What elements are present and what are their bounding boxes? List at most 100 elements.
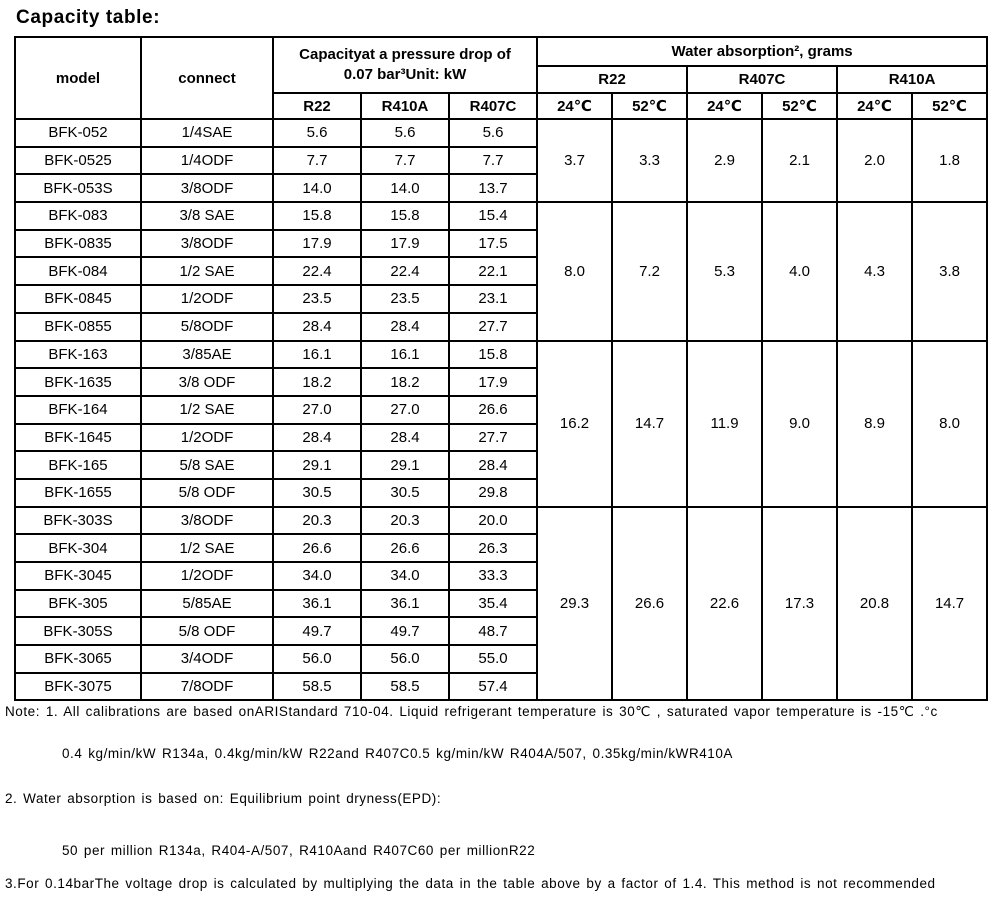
capacity-r410a-cell: 20.3 [360, 505, 450, 536]
water-absorption-cell: 8.0 [536, 201, 614, 342]
table-row: BFK-083 3/8 SAE 15.8 15.8 15.4 8.0 7.2 5.3 4.0 4.… [14, 201, 989, 342]
table-row: BFK-0525 1/4ODF 7.7 7.7 7.7 [14, 145, 987, 176]
page-title: Capacity table: [16, 7, 161, 28]
capacity-table-header: model connect Capacityat a pressure drop… [14, 36, 989, 120]
table-row: BFK-1655 5/8 ODF 30.5 30.5 29.8 [14, 477, 987, 508]
capacity-r410a-cell: 17.9 [360, 228, 450, 259]
capacity-r22-cell: 17.9 [272, 228, 362, 259]
table-row: BFK-1645 1/2ODF 28.4 28.4 27.7 [14, 422, 987, 453]
water-absorption-cell: 5.3 [686, 201, 764, 342]
capacity-r407c-cell: 17.9 [447, 367, 539, 397]
capacity-r22-cell: 28.4 [272, 422, 362, 453]
table-row: BFK-304 1/2 SAE 26.6 26.6 26.3 [14, 533, 987, 563]
table-row: BFK-3075 7/8ODF 58.5 58.5 57.4 [14, 671, 987, 702]
capacity-r410a-cell: 49.7 [360, 616, 450, 647]
capacity-r410a-cell: 58.5 [360, 671, 450, 702]
capacity-r22-cell: 15.8 [272, 201, 362, 231]
model-cell: BFK-052 [14, 118, 142, 148]
table-row: BFK-305 5/85AE 36.1 36.1 35.4 [14, 588, 987, 619]
water-absorption-cell: 2.9 [686, 117, 764, 204]
note-2-detail: 50 per million R134a, R404-A/507, R410Aa… [62, 843, 536, 858]
header-row-subcolumns: R22 R410A R407C 24℃ 52℃ 24℃ 52℃ 24℃ 52℃ [15, 92, 989, 120]
table-row: BFK-052 1/4SAE 5.6 5.6 5.6 3.7 3.3 2.9 2.1 2.0 1.8 [14, 117, 989, 204]
capacity-r407c-cell: 26.6 [447, 394, 539, 425]
capacity-r22-cell: 7.7 [272, 145, 362, 176]
capacity-r407c-cell: 5.6 [447, 118, 539, 148]
model-cell: BFK-1635 [14, 367, 142, 397]
temp-col-r22-52c: 52℃ [611, 92, 689, 120]
capacity-r407c-cell: 55.0 [447, 644, 539, 674]
model-cell: BFK-083 [14, 201, 142, 231]
table-row: BFK-053S 3/8ODF 14.0 14.0 13.7 [14, 173, 987, 204]
model-cell: BFK-053S [14, 173, 142, 204]
table-row: BFK-3065 3/4ODF 56.0 56.0 55.0 [14, 644, 987, 674]
capacity-r407c-cell: 28.4 [447, 450, 539, 480]
connect-cell: 5/8 ODF [140, 477, 274, 508]
capacity-r410a-cell: 28.4 [360, 311, 450, 342]
connect-cell: 3/8ODF [140, 505, 274, 536]
header-row-groups: model connect Capacityat a pressure drop… [14, 36, 989, 120]
water-absorption-cell: 7.2 [611, 201, 689, 342]
capacity-r22-cell: 27.0 [272, 394, 362, 425]
water-absorption-cell: 4.3 [836, 201, 914, 342]
capacity-col-r410a: R410A [360, 92, 450, 120]
model-cell: BFK-084 [14, 256, 142, 287]
model-cell: BFK-303S [14, 505, 142, 536]
water-group-r407c: R407C [686, 65, 839, 94]
water-absorption-cell: 4.0 [761, 201, 839, 342]
water-absorption-cell: 9.0 [761, 339, 839, 508]
capacity-r407c-cell: 33.3 [447, 561, 539, 591]
capacity-r22-cell: 56.0 [272, 644, 362, 674]
connect-cell: 7/8ODF [140, 671, 274, 702]
table-row: BFK-164 1/2 SAE 27.0 27.0 26.6 [14, 394, 987, 425]
capacity-r410a-cell: 7.7 [360, 145, 450, 176]
water-absorption-cell: 2.0 [836, 117, 914, 204]
capacity-r410a-cell: 36.1 [360, 588, 450, 619]
capacity-r410a-cell: 28.4 [360, 422, 450, 453]
capacity-table: model connect Capacityat a pressure drop… [14, 36, 989, 702]
model-cell: BFK-163 [14, 339, 142, 370]
connect-cell: 1/4SAE [140, 118, 274, 148]
connect-cell: 3/8 SAE [140, 201, 274, 231]
capacity-r22-cell: 30.5 [272, 477, 362, 508]
capacity-r22-cell: 26.6 [272, 533, 362, 563]
capacity-r410a-cell: 34.0 [360, 561, 450, 591]
capacity-r22-cell: 5.6 [272, 118, 362, 148]
column-header-capacity-group: Capacityat a pressure drop of 0.07 bar³U… [271, 36, 539, 94]
table-row: BFK-0855 5/8ODF 28.4 28.4 27.7 [14, 311, 987, 342]
connect-cell: 3/85AE [140, 339, 274, 370]
note-1-detail: 0.4 kg/min/kW R134a, 0.4kg/min/kW R22and… [62, 746, 733, 761]
capacity-r410a-cell: 5.6 [360, 118, 450, 148]
capacity-r407c-cell: 13.7 [447, 173, 539, 204]
capacity-r410a-cell: 29.1 [360, 450, 450, 480]
water-absorption-cell: 29.3 [536, 505, 614, 702]
connect-cell: 3/8ODF [140, 228, 274, 259]
water-absorption-cell: 17.3 [761, 505, 839, 702]
model-cell: BFK-0855 [14, 311, 142, 342]
capacity-r407c-cell: 26.3 [447, 533, 539, 563]
capacity-r410a-cell: 18.2 [360, 367, 450, 397]
connect-cell: 5/8 ODF [140, 616, 274, 647]
water-group-r410a: R410A [836, 65, 989, 94]
model-cell: BFK-165 [14, 450, 142, 480]
capacity-r410a-cell: 26.6 [360, 533, 450, 563]
water-absorption-cell: 26.6 [611, 505, 689, 702]
model-cell: BFK-3045 [14, 561, 142, 591]
capacity-r22-cell: 29.1 [272, 450, 362, 480]
model-cell: BFK-1655 [14, 477, 142, 508]
water-group-r22: R22 [536, 65, 689, 94]
table-row: BFK-0845 1/2ODF 23.5 23.5 23.1 [14, 284, 987, 314]
water-absorption-cell: 14.7 [911, 505, 989, 702]
water-absorption-cell: 11.9 [686, 339, 764, 508]
capacity-r410a-cell: 56.0 [360, 644, 450, 674]
temp-col-r407c-52c: 52℃ [761, 92, 839, 120]
capacity-r407c-cell: 27.7 [447, 422, 539, 453]
capacity-r407c-cell: 27.7 [447, 311, 539, 342]
model-cell: BFK-3065 [14, 644, 142, 674]
capacity-r22-cell: 58.5 [272, 671, 362, 702]
model-cell: BFK-0525 [14, 145, 142, 176]
connect-cell: 5/8 SAE [140, 450, 274, 480]
water-absorption-cell: 3.3 [611, 117, 689, 204]
connect-cell: 3/4ODF [140, 644, 274, 674]
